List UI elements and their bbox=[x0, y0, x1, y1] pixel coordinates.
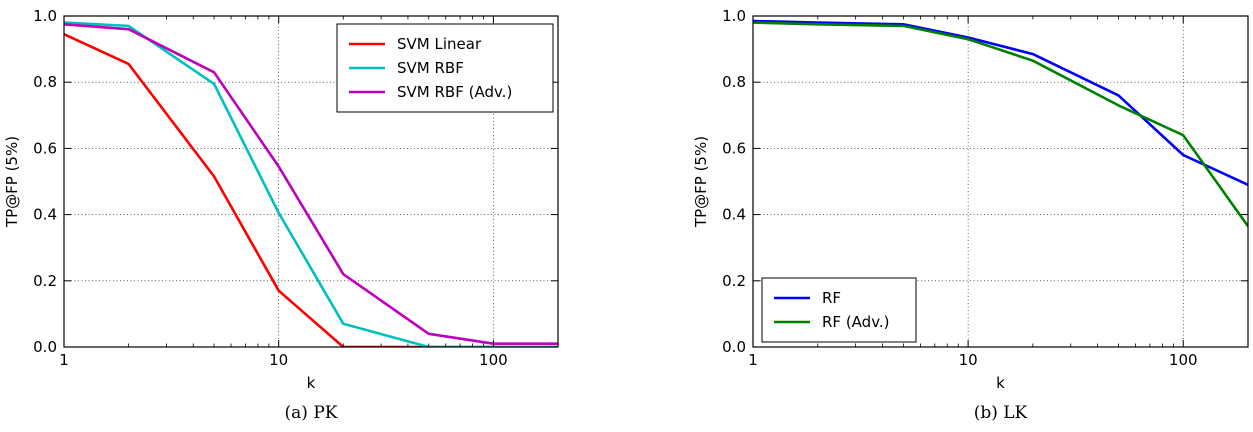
y-tick-label: 0.6 bbox=[722, 139, 746, 157]
legend: SVM Linear SVM RBF SVM RBF (Adv.) bbox=[336, 23, 554, 113]
plot-frame bbox=[752, 15, 1249, 348]
legend-label: SVM RBF (Adv.) bbox=[397, 83, 512, 101]
x-tick-label: 1 bbox=[59, 351, 69, 369]
y-tick-label: 0.4 bbox=[33, 206, 57, 224]
plot-frame bbox=[63, 15, 559, 348]
y-tick-label: 0.2 bbox=[722, 272, 746, 290]
legend: RF RF (Adv.) bbox=[761, 277, 917, 343]
legend-label: RF bbox=[822, 289, 841, 307]
x-tick-label: 100 bbox=[1169, 351, 1198, 369]
x-tick-label: 100 bbox=[479, 351, 508, 369]
y-tick-label: 0.0 bbox=[722, 338, 746, 356]
x-tick-label: 1 bbox=[748, 351, 758, 369]
panel-caption: (b) LK bbox=[974, 403, 1028, 423]
series-line bbox=[753, 19, 1248, 186]
legend-label: RF (Adv.) bbox=[822, 313, 890, 331]
x-axis-label: k bbox=[307, 374, 316, 392]
legend-label: SVM RBF bbox=[397, 59, 464, 77]
series-line bbox=[64, 23, 558, 346]
x-tick-label: 10 bbox=[269, 351, 288, 369]
y-tick-label: 1.0 bbox=[33, 7, 57, 25]
y-tick-label: 0.4 bbox=[722, 206, 746, 224]
panel-caption: (a) PK bbox=[285, 403, 338, 423]
y-tick-label: 0.8 bbox=[33, 73, 57, 91]
legend-box bbox=[761, 277, 917, 343]
series-line bbox=[64, 33, 558, 347]
chart-pk: 1 10 100 0.0 0.2 0.4 0.6 0.8 1.0 k TP@FP (5%) SV… bbox=[3, 7, 559, 423]
y-tick-label: 1.0 bbox=[722, 7, 746, 25]
y-tick-label: 0.0 bbox=[33, 338, 57, 356]
y-axis-label: TP@FP (5%) bbox=[692, 136, 710, 228]
y-tick-label: 0.6 bbox=[33, 139, 57, 157]
legend-label: SVM Linear bbox=[397, 35, 482, 53]
y-tick-label: 0.8 bbox=[722, 73, 746, 91]
chart-lk: 1 10 100 0.0 0.2 0.4 0.6 0.8 1.0 k TP@FP (5%) RF… bbox=[692, 7, 1249, 423]
x-axis-label: k bbox=[996, 374, 1005, 392]
series-line bbox=[753, 21, 1248, 227]
y-tick-label: 0.2 bbox=[33, 272, 57, 290]
y-axis-label: TP@FP (5%) bbox=[3, 136, 21, 228]
x-tick-label: 10 bbox=[959, 351, 978, 369]
